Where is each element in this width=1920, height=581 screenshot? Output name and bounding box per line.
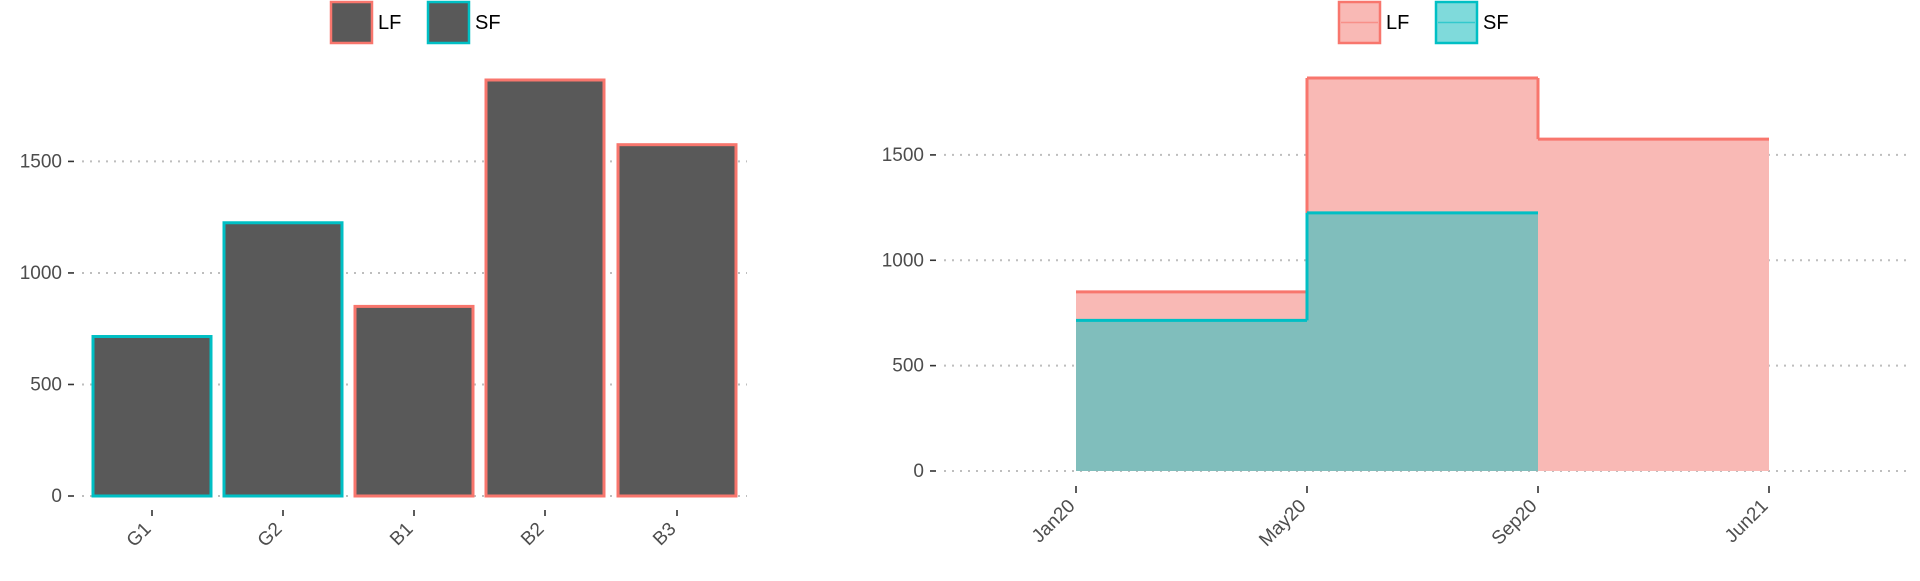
- y-tick-label: 500: [30, 374, 62, 395]
- y-tick-label: 0: [913, 461, 924, 482]
- x-tick-label: B3: [649, 519, 680, 550]
- legend-label: SF: [475, 12, 501, 34]
- legend-key-sf: [426, 0, 471, 45]
- legend-swatch: [426, 0, 471, 45]
- area-sf: [1076, 212, 1769, 471]
- bar-b2: [484, 78, 606, 498]
- x-tick-label: Jun21: [1721, 496, 1772, 547]
- x-tick-label: Sep20: [1488, 496, 1542, 550]
- left-bar-chart: 0 500 1000 1500 G1 G2 B1 B2 B3 LF SF: [20, 0, 747, 552]
- y-tick-label: 1000: [20, 263, 62, 284]
- legend-swatch: [329, 0, 374, 45]
- y-tick-label: 1000: [882, 250, 924, 271]
- y-tick-label: 0: [51, 486, 62, 507]
- y-tick-label: 1500: [20, 151, 62, 172]
- line-sf: [1076, 211, 1538, 322]
- bar-g2: [222, 221, 344, 498]
- bar-b1: [353, 304, 475, 498]
- x-tick-label: B1: [386, 519, 417, 550]
- bar-b3: [616, 143, 738, 498]
- y-tick-label: 500: [892, 356, 924, 377]
- series-sf: [1076, 211, 1769, 471]
- x-tick-label: Jan20: [1028, 496, 1079, 547]
- legend-key-lf: [1337, 0, 1382, 45]
- legend-key-lf: [329, 0, 374, 45]
- legend-label: LF: [378, 12, 401, 34]
- line-lf: [1076, 76, 1769, 294]
- legend-key-sf: [1434, 0, 1479, 45]
- x-tick-label: May20: [1255, 496, 1310, 551]
- x-tick-label: B2: [517, 519, 548, 550]
- legend-label: LF: [1386, 12, 1409, 34]
- y-tick-label: 1500: [882, 145, 924, 166]
- legend-label: SF: [1483, 12, 1509, 34]
- bar-g1: [91, 335, 213, 498]
- x-tick-label: G1: [123, 519, 156, 552]
- right-area-chart: 0 500 1000 1500 Jan20 May20 Sep20 Jun21 LF SF: [882, 0, 1906, 551]
- x-tick-label: G2: [254, 519, 287, 552]
